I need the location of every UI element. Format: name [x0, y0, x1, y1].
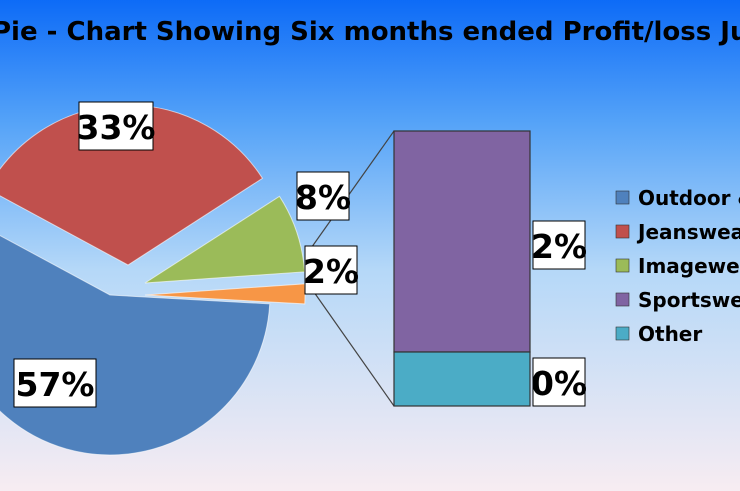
label-sportswear: 2%	[531, 220, 587, 270]
legend-label: Other	[638, 322, 702, 346]
label-other-text: 2%	[303, 252, 359, 291]
label-imagewear: 8%	[295, 171, 351, 221]
legend-swatch	[615, 326, 630, 341]
legend-label: Sportswear	[638, 288, 740, 312]
legend-swatch	[615, 190, 630, 205]
label-sportswear-text: 2%	[531, 227, 587, 266]
legend-swatch	[615, 258, 630, 273]
connector-lines	[308, 130, 395, 407]
label-jeanswear-text: 33%	[77, 108, 156, 147]
legend: Outdoor & Lifestyle Jeanswear Imagewear Spo…	[615, 186, 740, 346]
label-bar-other-text: 0%	[531, 364, 587, 403]
label-imagewear-text: 8%	[295, 178, 351, 217]
label-jeanswear-box	[78, 101, 154, 151]
bar-segment-other	[393, 351, 531, 407]
legend-swatch	[615, 292, 630, 307]
label-sportswear-box	[532, 220, 586, 270]
bar-segment-sportswear	[393, 130, 531, 353]
label-outdoor-lifestyle-text: 57%	[16, 365, 95, 404]
label-other: 2%	[303, 245, 359, 295]
legend-item-jeanswear: Jeanswear	[615, 220, 740, 244]
legend-item-other: Other	[615, 322, 702, 346]
legend-item-sportswear: Sportswear	[615, 288, 740, 312]
legend-label: Outdoor & Lifestyle	[638, 186, 740, 210]
label-imagewear-box	[296, 171, 350, 221]
legend-label: Imagewear	[638, 254, 740, 278]
legend-label: Jeanswear	[636, 220, 740, 244]
label-jeanswear: 33%	[77, 101, 156, 151]
legend-item-outdoor-lifestyle: Outdoor & Lifestyle	[615, 186, 740, 210]
chart-title: Pie - Chart Showing Six months ended Pro…	[0, 17, 740, 47]
legend-swatch	[615, 224, 630, 239]
label-bar-other-box	[532, 357, 586, 407]
bar-segments	[393, 130, 531, 407]
label-outdoor-lifestyle-box	[13, 358, 97, 408]
label-outdoor-lifestyle: 57%	[13, 358, 97, 408]
legend-item-imagewear: Imagewear	[615, 254, 740, 278]
label-bar-other: 0%	[531, 357, 587, 407]
data-labels: 33% 8% 2% 57% 2% 0%	[13, 101, 587, 408]
connector-line-top	[308, 130, 395, 252]
connector-line-bottom	[308, 284, 395, 407]
label-other-box	[304, 245, 358, 295]
